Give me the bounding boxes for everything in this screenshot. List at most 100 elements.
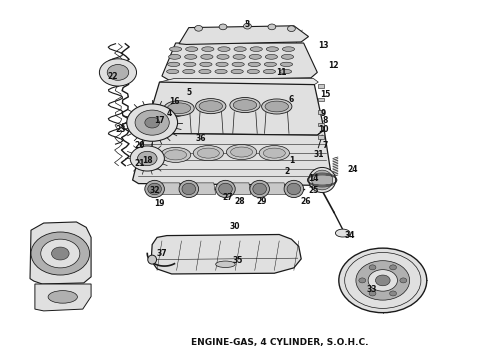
Circle shape <box>400 278 407 283</box>
Circle shape <box>359 278 366 283</box>
Ellipse shape <box>247 69 259 74</box>
Ellipse shape <box>165 150 187 160</box>
Polygon shape <box>160 183 181 194</box>
Ellipse shape <box>312 170 333 190</box>
Ellipse shape <box>219 183 232 195</box>
Text: 5: 5 <box>186 87 192 96</box>
Text: 6: 6 <box>289 95 294 104</box>
Ellipse shape <box>160 147 191 162</box>
Ellipse shape <box>184 62 196 67</box>
Polygon shape <box>159 78 318 86</box>
Circle shape <box>390 265 396 270</box>
Ellipse shape <box>287 183 301 195</box>
Circle shape <box>31 232 90 275</box>
Ellipse shape <box>202 47 214 51</box>
Circle shape <box>390 291 396 296</box>
Text: 36: 36 <box>196 134 206 143</box>
Text: 23: 23 <box>115 125 125 134</box>
Polygon shape <box>146 82 324 135</box>
Ellipse shape <box>265 54 277 59</box>
Ellipse shape <box>230 98 260 113</box>
Text: 16: 16 <box>169 96 179 105</box>
Circle shape <box>41 239 80 268</box>
Text: 7: 7 <box>323 141 328 150</box>
Ellipse shape <box>233 54 245 59</box>
Ellipse shape <box>263 69 275 74</box>
Ellipse shape <box>179 180 198 198</box>
Ellipse shape <box>218 47 230 51</box>
Text: 22: 22 <box>108 72 118 81</box>
Circle shape <box>339 248 427 313</box>
Text: 21: 21 <box>135 159 145 168</box>
Text: 14: 14 <box>308 174 318 183</box>
Circle shape <box>219 24 227 30</box>
Text: 4: 4 <box>167 109 172 118</box>
Polygon shape <box>265 183 286 194</box>
Ellipse shape <box>249 54 261 59</box>
Ellipse shape <box>335 229 350 237</box>
Text: 8: 8 <box>323 116 328 125</box>
Ellipse shape <box>250 47 262 51</box>
Ellipse shape <box>216 261 235 267</box>
Circle shape <box>107 64 129 80</box>
Ellipse shape <box>167 69 179 74</box>
Ellipse shape <box>148 183 161 195</box>
Circle shape <box>130 146 164 171</box>
Polygon shape <box>35 284 91 311</box>
Ellipse shape <box>280 62 293 67</box>
Text: 12: 12 <box>328 61 338 70</box>
Ellipse shape <box>182 183 196 195</box>
Ellipse shape <box>281 54 294 59</box>
Ellipse shape <box>216 180 235 198</box>
Ellipse shape <box>196 99 226 114</box>
Ellipse shape <box>266 47 278 51</box>
Ellipse shape <box>185 54 197 59</box>
Ellipse shape <box>167 103 191 114</box>
Ellipse shape <box>186 47 198 51</box>
Ellipse shape <box>262 99 292 114</box>
Text: 35: 35 <box>232 256 243 265</box>
Circle shape <box>356 261 410 300</box>
Polygon shape <box>133 130 332 185</box>
Circle shape <box>369 265 376 270</box>
Text: 15: 15 <box>320 90 331 99</box>
Text: 32: 32 <box>149 186 160 195</box>
Ellipse shape <box>231 147 252 157</box>
Ellipse shape <box>183 69 195 74</box>
Ellipse shape <box>234 47 246 51</box>
Text: 10: 10 <box>318 125 328 134</box>
Ellipse shape <box>168 62 180 67</box>
Circle shape <box>145 117 159 128</box>
Text: 28: 28 <box>235 197 245 206</box>
Ellipse shape <box>264 62 276 67</box>
Ellipse shape <box>199 69 211 74</box>
Polygon shape <box>229 183 251 194</box>
Ellipse shape <box>309 167 336 193</box>
Text: 1: 1 <box>289 156 294 165</box>
Text: 19: 19 <box>154 199 165 208</box>
Circle shape <box>375 275 390 286</box>
Text: 26: 26 <box>301 197 311 206</box>
Ellipse shape <box>248 62 260 67</box>
Text: 24: 24 <box>347 165 358 174</box>
Circle shape <box>244 23 251 29</box>
Circle shape <box>288 26 295 32</box>
Text: 30: 30 <box>230 222 241 231</box>
Ellipse shape <box>279 69 292 74</box>
Ellipse shape <box>216 62 228 67</box>
Circle shape <box>51 247 69 260</box>
Ellipse shape <box>232 62 245 67</box>
Ellipse shape <box>217 54 229 59</box>
Ellipse shape <box>201 54 213 59</box>
Text: 37: 37 <box>157 249 167 258</box>
Circle shape <box>195 26 202 31</box>
Bar <box>318 110 324 114</box>
Text: 27: 27 <box>222 193 233 202</box>
Ellipse shape <box>148 255 157 264</box>
Circle shape <box>138 151 157 166</box>
Bar <box>318 98 324 101</box>
Text: 20: 20 <box>135 141 145 150</box>
Ellipse shape <box>164 101 194 116</box>
Text: ENGINE-GAS, 4 CYLINDER, S.O.H.C.: ENGINE-GAS, 4 CYLINDER, S.O.H.C. <box>191 338 369 347</box>
Polygon shape <box>151 234 301 274</box>
